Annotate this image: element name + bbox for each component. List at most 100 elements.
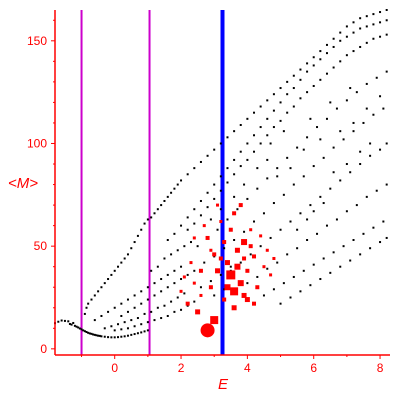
red-point-32 xyxy=(245,268,250,273)
black-point-146 xyxy=(259,142,262,145)
black-point-226 xyxy=(296,247,299,250)
black-point-100 xyxy=(385,9,388,11)
black-point-282 xyxy=(150,310,153,313)
black-point-80 xyxy=(253,111,256,114)
red-point-46 xyxy=(192,281,196,285)
black-point-134 xyxy=(385,19,388,22)
black-point-69 xyxy=(180,179,183,182)
black-point-114 xyxy=(253,134,256,137)
black-point-93 xyxy=(339,31,342,34)
black-point-22 xyxy=(97,334,100,337)
black-point-92 xyxy=(332,37,335,40)
black-point-192 xyxy=(272,202,275,205)
black-point-270 xyxy=(153,282,156,285)
black-point-50 xyxy=(117,265,120,268)
black-point-335 xyxy=(319,138,322,141)
black-point-276 xyxy=(110,325,113,328)
black-point-78 xyxy=(239,124,242,126)
black-point-228 xyxy=(316,232,319,235)
black-point-110 xyxy=(226,167,229,170)
black-point-180 xyxy=(335,107,338,110)
black-point-6 xyxy=(70,323,73,326)
black-point-227 xyxy=(306,239,309,241)
black-point-265 xyxy=(120,302,123,305)
black-point-179 xyxy=(325,117,328,120)
black-point-141 xyxy=(226,181,229,184)
black-point-202 xyxy=(372,113,375,116)
black-point-244 xyxy=(342,245,345,248)
black-point-101 xyxy=(166,239,169,241)
red-point-4 xyxy=(226,270,236,280)
black-point-13 xyxy=(82,329,85,332)
black-point-70 xyxy=(186,173,189,176)
black-point-128 xyxy=(345,35,348,38)
y-tick-label-1: 50 xyxy=(34,239,48,253)
black-point-122 xyxy=(306,70,309,73)
black-point-127 xyxy=(339,39,342,42)
black-point-59 xyxy=(146,218,149,221)
black-point-17 xyxy=(88,332,91,335)
red-point-38 xyxy=(272,256,276,260)
black-point-150 xyxy=(286,111,289,114)
black-point-255 xyxy=(339,265,342,268)
black-point-60 xyxy=(150,216,153,219)
black-point-194 xyxy=(292,183,295,186)
black-point-102 xyxy=(173,232,176,235)
black-point-337 xyxy=(289,167,292,170)
black-point-283 xyxy=(156,306,159,309)
black-point-267 xyxy=(133,294,136,297)
black-point-121 xyxy=(299,78,302,81)
black-point-217 xyxy=(359,163,362,166)
black-point-248 xyxy=(382,220,385,223)
black-point-279 xyxy=(130,319,133,322)
black-point-341 xyxy=(243,183,246,186)
black-point-322 xyxy=(219,273,222,276)
black-point-81 xyxy=(259,105,262,108)
black-point-181 xyxy=(345,99,348,102)
black-point-46 xyxy=(103,282,106,285)
black-point-31 xyxy=(123,335,126,338)
black-point-269 xyxy=(146,286,149,289)
black-point-9 xyxy=(75,325,78,328)
black-point-176 xyxy=(296,146,299,149)
black-point-312 xyxy=(193,300,196,303)
black-point-16 xyxy=(87,331,90,334)
black-point-237 xyxy=(272,288,275,291)
black-point-316 xyxy=(183,245,186,248)
x-tick-label-0: 0 xyxy=(111,361,118,375)
black-point-36 xyxy=(140,331,143,334)
black-point-251 xyxy=(299,290,302,293)
black-point-216 xyxy=(349,171,352,174)
black-point-87 xyxy=(299,68,302,71)
black-point-305 xyxy=(146,321,149,324)
black-point-33 xyxy=(130,333,133,336)
black-point-76 xyxy=(226,136,229,139)
black-point-43 xyxy=(93,294,96,297)
black-point-330 xyxy=(322,202,325,205)
black-point-38 xyxy=(146,329,149,332)
black-point-45 xyxy=(100,286,103,289)
black-point-24 xyxy=(100,335,103,338)
black-point-333 xyxy=(359,150,362,153)
black-point-302 xyxy=(126,327,129,330)
black-point-151 xyxy=(292,105,295,108)
red-point-29 xyxy=(182,275,186,279)
black-point-158 xyxy=(339,60,342,63)
red-point-26 xyxy=(202,224,206,228)
black-point-10 xyxy=(77,326,80,329)
black-point-148 xyxy=(272,126,275,129)
black-point-195 xyxy=(302,175,305,178)
black-point-293 xyxy=(153,294,156,297)
black-point-304 xyxy=(140,323,143,326)
black-point-4 xyxy=(67,320,70,323)
red-point-13 xyxy=(232,211,237,216)
black-point-258 xyxy=(369,247,372,250)
black-point-200 xyxy=(352,130,355,133)
red-point-17 xyxy=(212,252,217,257)
black-point-301 xyxy=(120,328,123,331)
black-point-240 xyxy=(302,269,305,272)
y-tick-label-3: 150 xyxy=(27,34,47,48)
black-point-327 xyxy=(296,228,299,231)
black-point-155 xyxy=(319,78,322,81)
black-point-79 xyxy=(246,117,249,120)
